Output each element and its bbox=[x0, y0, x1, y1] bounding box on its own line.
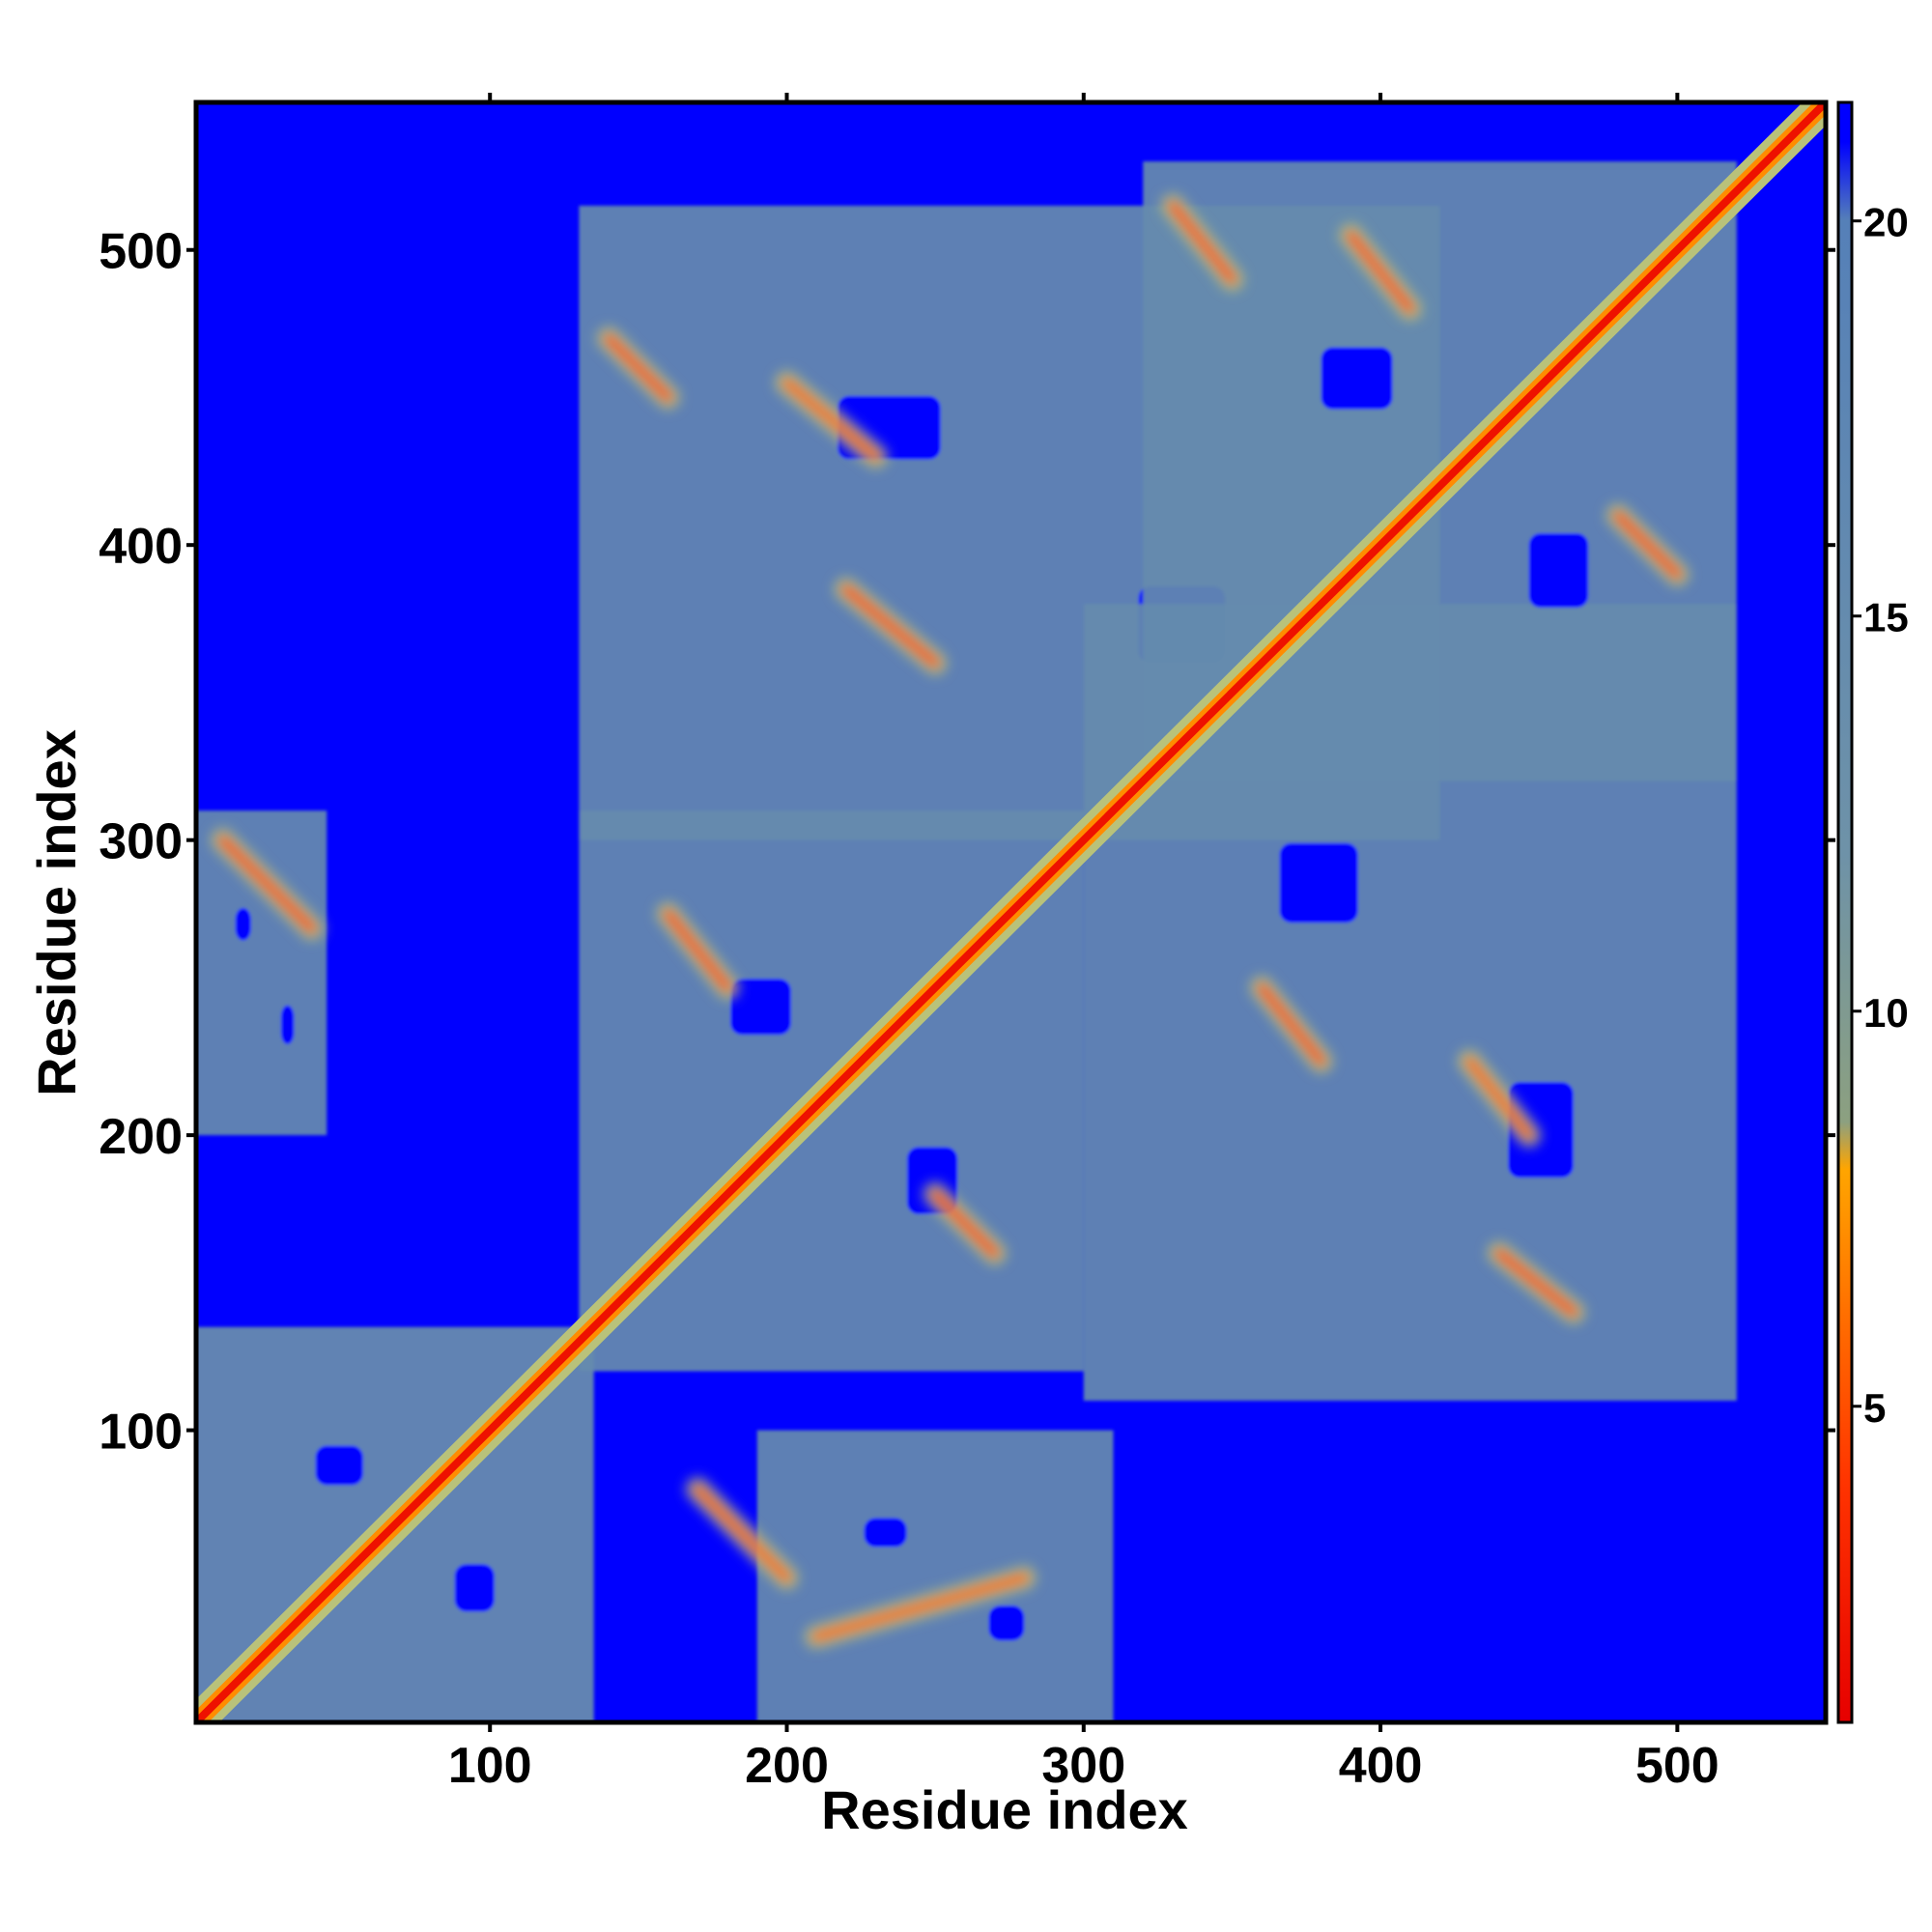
contact-gap-b-4 bbox=[988, 1605, 1025, 1641]
colorbar-frame bbox=[1836, 100, 1854, 1724]
diagonal-band bbox=[196, 102, 1826, 1722]
x-axis-ticks: 100 200 300 400 500 bbox=[448, 93, 1719, 1794]
strand-pairing-19 bbox=[693, 1484, 792, 1583]
y-tick-label: 200 bbox=[99, 1109, 183, 1165]
y-tick-label: 100 bbox=[99, 1405, 183, 1461]
x-tick-label: 400 bbox=[1339, 1738, 1423, 1794]
colorbar-gradient bbox=[1838, 102, 1852, 1722]
contact-gap-b-7 bbox=[1528, 532, 1589, 608]
colorbar-tick-label: 15 bbox=[1863, 595, 1909, 640]
contact-gap-b-2 bbox=[280, 1005, 295, 1045]
contact-gap-2 bbox=[235, 907, 251, 941]
contact-gap-7 bbox=[1321, 347, 1393, 410]
strand-pairing-11 bbox=[1167, 200, 1237, 285]
strand-pairing-21 bbox=[811, 1573, 1030, 1642]
y-tick-label: 300 bbox=[99, 814, 183, 870]
plot-frame bbox=[193, 99, 1829, 1725]
x-tick-label: 300 bbox=[1041, 1738, 1125, 1794]
y-tick-label: 400 bbox=[99, 519, 183, 575]
strand-pairing-8 bbox=[604, 333, 673, 403]
strand-pairing-17 bbox=[663, 909, 733, 993]
colorbar-tick-label: 5 bbox=[1863, 1385, 1886, 1431]
strand-pairing-10 bbox=[840, 584, 941, 668]
heatmap-plot-area bbox=[196, 102, 1826, 1722]
contact-gap-4 bbox=[864, 1518, 907, 1548]
strand-pairing-20 bbox=[217, 835, 317, 934]
y-tick-label: 500 bbox=[99, 224, 183, 280]
contact-region-2 bbox=[196, 810, 327, 1136]
y-axis-ticks: 100 200 300 400 500 bbox=[99, 224, 1835, 1461]
colorbar-tick-label: 20 bbox=[1863, 200, 1909, 245]
y-axis-title: Residue index bbox=[26, 729, 87, 1096]
colorbar: 5 10 15 20 bbox=[1836, 100, 1909, 1724]
strand-pairing-18 bbox=[930, 1189, 1000, 1259]
contact-gap-b-6 bbox=[1508, 1082, 1574, 1179]
contact-gap-b-1 bbox=[454, 1564, 495, 1612]
strand-pairing-9 bbox=[781, 378, 881, 462]
strand-pairing-13 bbox=[1612, 510, 1683, 580]
strand-pairing-15 bbox=[1464, 1056, 1534, 1141]
strand-pairing-12 bbox=[1346, 230, 1415, 314]
strand-pairing-16 bbox=[1493, 1248, 1578, 1318]
strand-pairing-14 bbox=[1257, 982, 1326, 1066]
contact-gap-3 bbox=[730, 979, 791, 1036]
x-tick-label: 500 bbox=[1635, 1738, 1719, 1794]
x-axis-title: Residue index bbox=[821, 1779, 1188, 1840]
contact-gap-1 bbox=[315, 1445, 363, 1486]
x-tick-label: 200 bbox=[745, 1738, 829, 1794]
x-tick-label: 100 bbox=[448, 1738, 532, 1794]
contact-gap-6 bbox=[1279, 842, 1358, 923]
contact-region-4 bbox=[756, 1430, 1114, 1722]
colorbar-tick-label: 10 bbox=[1863, 990, 1909, 1036]
